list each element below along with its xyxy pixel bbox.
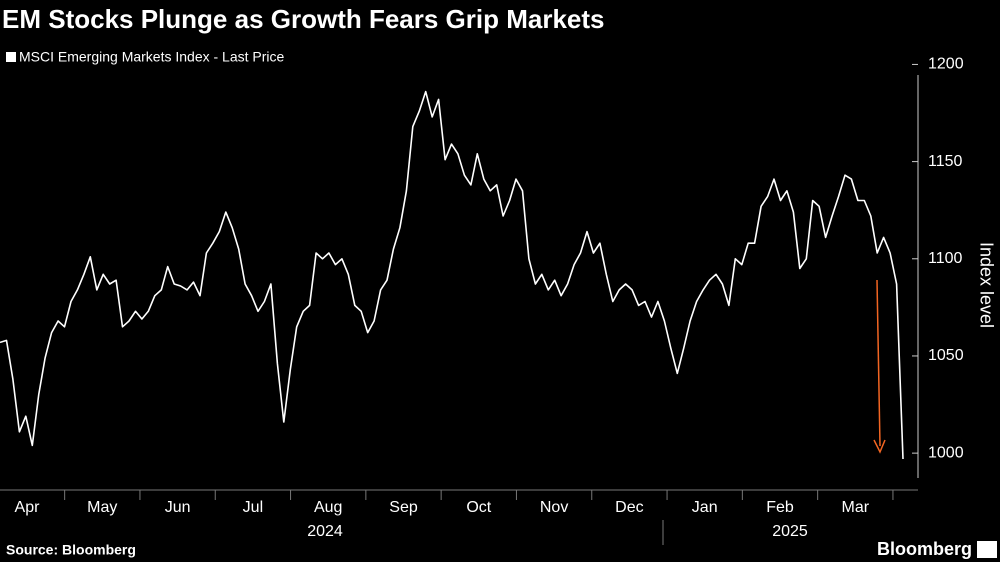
x-tick-label: Jun <box>165 499 191 516</box>
x-tick-label: Apr <box>15 499 41 516</box>
x-tick-label: Sep <box>389 499 418 516</box>
y-tick-label: 1100 <box>928 250 963 267</box>
source: Source: Bloomberg <box>6 542 136 558</box>
y-tick-label: 1050 <box>928 347 964 364</box>
year-label: 2024 <box>307 523 343 540</box>
x-tick-label: Mar <box>842 499 870 516</box>
chart-title: EM Stocks Plunge as Growth Fears Grip Ma… <box>2 4 605 34</box>
y-axis-label: Index level <box>976 242 996 328</box>
brand-badge <box>977 541 997 558</box>
legend-swatch <box>6 52 16 62</box>
x-tick-label: Oct <box>466 499 491 516</box>
x-tick-label: Feb <box>766 499 794 516</box>
x-tick-label: Nov <box>540 499 568 516</box>
brand-logo: Bloomberg <box>877 539 972 559</box>
x-tick-label: May <box>87 499 117 516</box>
x-tick-label: Dec <box>615 499 643 516</box>
annotation-arrowhead <box>873 439 886 454</box>
annotation-arrow <box>876 279 881 447</box>
line-series <box>0 90 904 460</box>
y-tick-label: 1000 <box>928 444 964 461</box>
legend-label: MSCI Emerging Markets Index - Last Price <box>19 49 285 65</box>
y-tick-label: 1150 <box>928 153 963 170</box>
y-tick-label: 1200 <box>928 56 964 73</box>
x-tick-label: Jan <box>692 499 718 516</box>
x-tick-label: Jul <box>243 499 263 516</box>
year-label: 2025 <box>772 523 808 540</box>
x-tick-label: Aug <box>314 499 342 516</box>
